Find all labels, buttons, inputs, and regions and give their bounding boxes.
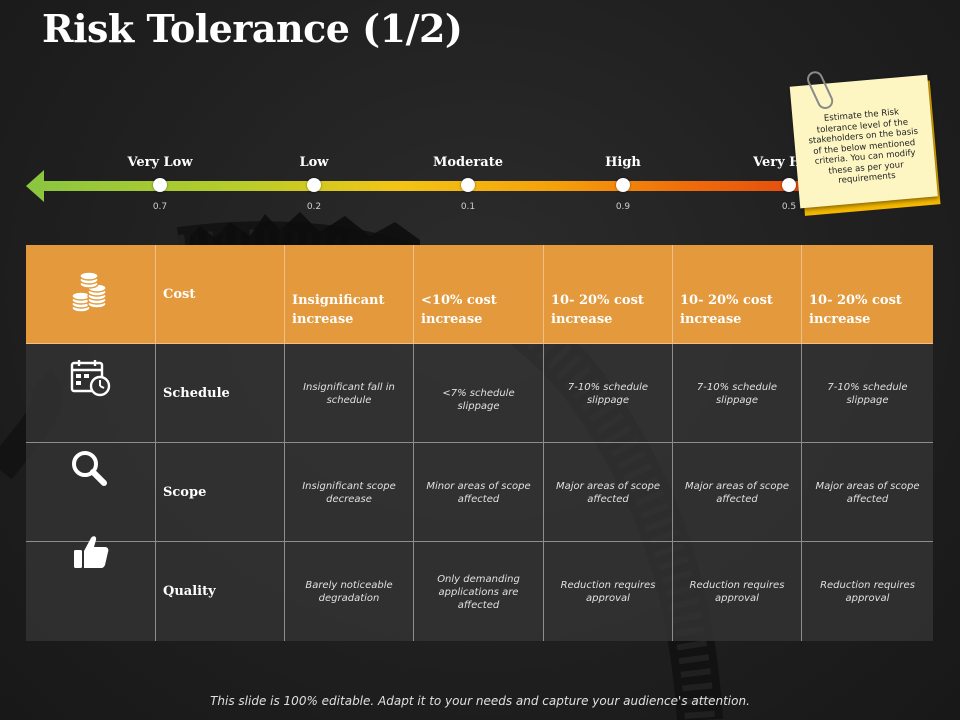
cell-text: Insignificant fall in schedule: [303, 382, 395, 406]
cell-text: Reduction requires approval: [820, 580, 915, 604]
cell-text: 7-10% schedule slippage: [827, 382, 908, 406]
table-cell: Reduction requires approval: [673, 542, 802, 641]
table-cell: 7-10% schedule slippage: [544, 344, 673, 443]
sticky-note-front: Estimate the Risk tolerance level of the…: [789, 74, 938, 209]
scale-level-dot: [153, 178, 167, 192]
scale-level-label: High: [605, 155, 641, 170]
row-name-cell: Quality: [156, 542, 285, 641]
table-cell: 7-10% schedule slippage: [673, 344, 802, 443]
scale-level-value: 0.5: [781, 202, 797, 212]
table-cell: Only demanding applications are affected: [414, 542, 544, 641]
scale-level-value: 0.1: [460, 202, 476, 212]
table-cell: 7-10% schedule slippage: [802, 344, 933, 443]
cell-text: Major areas of scope affected: [815, 481, 920, 505]
table-cell: <7% schedule slippage: [414, 344, 544, 443]
coins-icon: [26, 245, 156, 344]
table-cell: 10- 20% cost increase: [673, 245, 802, 344]
cell-text: 10- 20% cost increase: [680, 293, 773, 327]
scale-level-low: Low 0.2: [259, 150, 369, 212]
scale-level-dot: [616, 178, 630, 192]
table-cell: Barely noticeable degradation: [285, 542, 414, 641]
schedule-calendar-clock-icon: [26, 344, 156, 443]
row-name-cell: Cost: [156, 245, 285, 344]
row-name: Cost: [163, 286, 196, 302]
row-name: Scope: [163, 484, 207, 500]
table-cell: Reduction requires approval: [802, 542, 933, 641]
table-cell: Major areas of scope affected: [802, 443, 933, 542]
cell-text: <7% schedule slippage: [442, 388, 515, 412]
table-cell: Insignificant fall in schedule: [285, 344, 414, 443]
row-name-cell: Schedule: [156, 344, 285, 443]
table-cell: Insignificant increase: [285, 245, 414, 344]
scale-level-value: 0.7: [152, 202, 168, 212]
thumbs-up-icon: [26, 536, 156, 641]
cell-text: 10- 20% cost increase: [551, 293, 644, 327]
table-cell: Minor areas of scope affected: [414, 443, 544, 542]
table-cell: Reduction requires approval: [544, 542, 673, 641]
cell-text: 7-10% schedule slippage: [696, 382, 778, 406]
cell-text: Minor areas of scope affected: [426, 481, 531, 505]
cell-text: Only demanding applications are affected: [437, 574, 520, 611]
scale-level-label: Low: [299, 155, 329, 170]
cell-text: Major areas of scope affected: [556, 481, 660, 505]
cell-text: Barely noticeable degradation: [305, 580, 393, 604]
scale-gradient-bar: [40, 181, 830, 191]
row-name-cell: Scope: [156, 443, 285, 542]
scale-level-label: Very Low: [127, 155, 193, 170]
scale-arrow-head: [26, 170, 44, 202]
page-title: Risk Tolerance (1/2): [42, 6, 463, 51]
table-cell: Major areas of scope affected: [544, 443, 673, 542]
table-cell: 10- 20% cost increase: [544, 245, 673, 344]
scale-level-high: High 0.9: [568, 150, 678, 212]
cell-text: Insignificant increase: [292, 293, 385, 327]
scale-level-value: 0.2: [306, 202, 322, 212]
sticky-note: Estimate the Risk tolerance level of the…: [789, 68, 951, 216]
cell-text: Insignificant scope decrease: [302, 481, 396, 505]
cell-text: <10% cost increase: [421, 293, 497, 327]
cell-text: Reduction requires approval: [560, 580, 656, 604]
magnifier-icon: [26, 443, 156, 542]
table-cell: <10% cost increase: [414, 245, 544, 344]
scale-level-moderate: Moderate 0.1: [413, 150, 523, 212]
cell-text: 7-10% schedule slippage: [567, 382, 649, 406]
sticky-note-text: Estimate the Risk tolerance level of the…: [808, 107, 919, 186]
cell-text: Reduction requires approval: [689, 580, 785, 604]
scale-level-dot: [461, 178, 475, 192]
table-cell: Major areas of scope affected: [673, 443, 802, 542]
scale-level-very-low: Very Low 0.7: [105, 150, 215, 212]
risk-criteria-table: Cost Insignificant increase <10% cost in…: [26, 245, 933, 641]
scale-level-value: 0.9: [615, 202, 631, 212]
scale-level-dot: [782, 178, 796, 192]
risk-tolerance-scale: Very Low 0.7 Low 0.2 Moderate 0.1 High 0…: [26, 150, 830, 220]
cell-text: Major areas of scope affected: [685, 481, 789, 505]
table-cell: 10- 20% cost increase: [802, 245, 933, 344]
table-cell: Insignificant scope decrease: [285, 443, 414, 542]
scale-level-dot: [307, 178, 321, 192]
row-name: Schedule: [163, 385, 230, 401]
footer-text: This slide is 100% editable. Adapt it to…: [210, 694, 750, 708]
cell-text: 10- 20% cost increase: [809, 293, 902, 327]
scale-level-label: Moderate: [433, 155, 503, 170]
row-name: Quality: [163, 584, 216, 599]
